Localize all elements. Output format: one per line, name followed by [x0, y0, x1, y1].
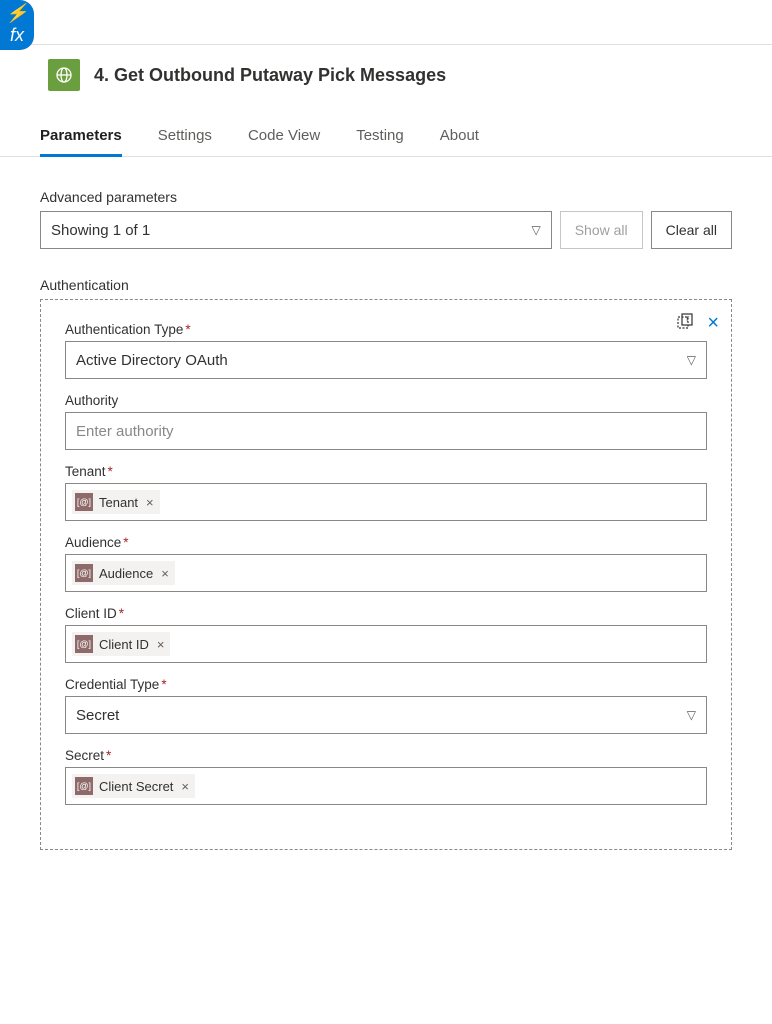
field-authority: Authority Enter authority — [65, 393, 707, 450]
audience-token[interactable]: [@] Audience × — [72, 561, 175, 585]
credential-type-select[interactable]: Secret ▽ — [65, 696, 707, 734]
required-marker: * — [106, 748, 111, 763]
secret-input[interactable]: [@] Client Secret × — [65, 767, 707, 805]
client-id-input[interactable]: [@] Client ID × — [65, 625, 707, 663]
auth-type-label: Authentication Type* — [65, 322, 707, 337]
field-tenant: Tenant* [@] Tenant × — [65, 464, 707, 521]
field-secret: Secret* [@] Client Secret × — [65, 748, 707, 805]
remove-token-icon[interactable]: × — [161, 566, 169, 581]
token-text: Client ID — [99, 637, 149, 652]
required-marker: * — [119, 606, 124, 621]
remove-token-icon[interactable]: × — [146, 495, 154, 510]
tenant-label: Tenant* — [65, 464, 707, 479]
authentication-panel: T × Authentication Type* Active Director… — [40, 299, 732, 850]
field-client-id: Client ID* [@] Client ID × — [65, 606, 707, 663]
secret-token[interactable]: [@] Client Secret × — [72, 774, 195, 798]
field-audience: Audience* [@] Audience × — [65, 535, 707, 592]
tab-parameters[interactable]: Parameters — [40, 119, 122, 157]
required-marker: * — [161, 677, 166, 692]
step-header: 4. Get Outbound Putaway Pick Messages — [0, 44, 772, 119]
credential-type-value: Secret — [76, 707, 119, 724]
tenant-input[interactable]: [@] Tenant × — [65, 483, 707, 521]
parameter-icon: [@] — [75, 777, 93, 795]
client-id-label: Client ID* — [65, 606, 707, 621]
tab-code-view[interactable]: Code View — [248, 119, 320, 157]
lightning-icon[interactable]: ⚡ — [6, 4, 28, 22]
audience-input[interactable]: [@] Audience × — [65, 554, 707, 592]
clear-all-button[interactable]: Clear all — [651, 211, 732, 249]
close-icon[interactable]: × — [707, 312, 719, 335]
fx-icon[interactable]: fx — [10, 26, 24, 44]
advanced-params-label: Advanced parameters — [40, 189, 732, 205]
remove-token-icon[interactable]: × — [157, 637, 165, 652]
authority-input[interactable]: Enter authority — [65, 412, 707, 450]
tab-testing[interactable]: Testing — [356, 119, 404, 157]
parameter-icon: [@] — [75, 635, 93, 653]
show-all-button: Show all — [560, 211, 643, 249]
audience-label: Audience* — [65, 535, 707, 550]
parameter-icon: [@] — [75, 564, 93, 582]
required-marker: * — [108, 464, 113, 479]
expression-sidebar[interactable]: ⚡ fx — [0, 0, 34, 50]
remove-token-icon[interactable]: × — [181, 779, 189, 794]
advanced-params-value: Showing 1 of 1 — [51, 222, 150, 239]
tab-about[interactable]: About — [440, 119, 479, 157]
authentication-label: Authentication — [40, 277, 732, 293]
token-text: Audience — [99, 566, 153, 581]
chevron-down-icon: ▽ — [687, 353, 696, 367]
required-marker: * — [123, 535, 128, 550]
token-text: Client Secret — [99, 779, 173, 794]
tenant-token[interactable]: [@] Tenant × — [72, 490, 160, 514]
template-icon[interactable]: T — [677, 313, 693, 334]
secret-label: Secret* — [65, 748, 707, 763]
auth-type-value: Active Directory OAuth — [76, 352, 228, 369]
field-credential-type: Credential Type* Secret ▽ — [65, 677, 707, 734]
authority-label: Authority — [65, 393, 707, 408]
tab-settings[interactable]: Settings — [158, 119, 212, 157]
credential-type-label: Credential Type* — [65, 677, 707, 692]
svg-text:T: T — [685, 317, 690, 324]
field-auth-type: Authentication Type* Active Directory OA… — [65, 322, 707, 379]
client-id-token[interactable]: [@] Client ID × — [72, 632, 170, 656]
authority-placeholder: Enter authority — [76, 423, 174, 440]
chevron-down-icon: ▽ — [687, 708, 696, 722]
tab-content: Advanced parameters Showing 1 of 1 ▽ Sho… — [0, 189, 772, 890]
required-marker: * — [185, 322, 190, 337]
auth-type-select[interactable]: Active Directory OAuth ▽ — [65, 341, 707, 379]
step-title: 4. Get Outbound Putaway Pick Messages — [94, 65, 446, 86]
advanced-params-select[interactable]: Showing 1 of 1 ▽ — [40, 211, 552, 249]
panel-actions: T × — [677, 312, 719, 335]
advanced-params-row: Showing 1 of 1 ▽ Show all Clear all — [40, 211, 732, 249]
parameter-icon: [@] — [75, 493, 93, 511]
token-text: Tenant — [99, 495, 138, 510]
tab-strip: Parameters Settings Code View Testing Ab… — [0, 119, 772, 157]
chevron-down-icon: ▽ — [531, 223, 540, 237]
globe-icon — [48, 59, 80, 91]
